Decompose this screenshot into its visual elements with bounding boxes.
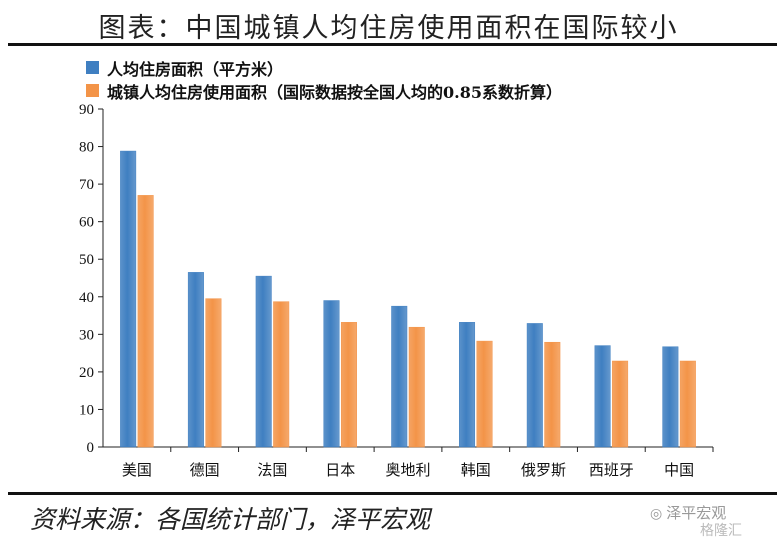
y-tick-label: 60: [79, 215, 94, 231]
bottom-divider: [8, 492, 777, 495]
source-note: 资料来源：各国统计部门，泽平宏观: [30, 505, 431, 534]
page-title: 图表：中国城镇人均住房使用面积在国际较小: [98, 13, 679, 44]
bar-series2: [137, 195, 154, 448]
bar-series1: [187, 272, 204, 448]
legend-item-series1: 人均住房面积（平方米）: [86, 56, 562, 79]
legend-label-series2: 城镇人均住房使用面积（国际数据按全国人均的0.85系数折算）: [107, 82, 562, 102]
bar-series2: [273, 301, 290, 448]
x-tick-label: 俄罗斯: [521, 461, 566, 479]
bar-series1: [391, 305, 408, 448]
y-tick-label: 50: [79, 252, 94, 268]
y-tick-label: 30: [79, 327, 94, 343]
legend-swatch-series2: [86, 84, 99, 97]
bar-series1: [459, 322, 476, 448]
bar-series2: [408, 326, 425, 448]
bar-series2: [205, 298, 222, 448]
x-tick-label: 德国: [190, 461, 220, 479]
y-tick-label: 10: [79, 402, 94, 418]
bar-series2: [679, 360, 696, 448]
bar-series1: [594, 345, 611, 448]
x-tick-label: 法国: [257, 461, 287, 479]
wechat-icon: ◎: [650, 506, 663, 522]
x-tick-label: 中国: [664, 461, 694, 479]
bar-series1: [323, 300, 340, 448]
y-tick-label: 20: [79, 365, 94, 381]
legend: 人均住房面积（平方米） 城镇人均住房使用面积（国际数据按全国人均的0.85系数折…: [86, 56, 562, 102]
x-tick-label: 西班牙: [589, 461, 634, 479]
top-divider: [8, 43, 777, 46]
y-tick-label: 0: [87, 440, 95, 456]
bar-series1: [526, 323, 543, 448]
y-tick-label: 80: [79, 140, 94, 156]
bar-series1: [255, 275, 272, 448]
legend-label-series1: 人均住房面积（平方米）: [107, 59, 284, 79]
x-tick-label: 日本: [325, 461, 355, 479]
y-tick-label: 70: [79, 177, 94, 193]
bar-series2: [340, 322, 357, 448]
bar-series1: [662, 346, 679, 448]
bar-series2: [612, 360, 629, 448]
watermark: ◎ 泽平宏观: [650, 502, 726, 523]
bar-series1: [120, 150, 137, 448]
x-tick-label: 韩国: [461, 461, 491, 479]
watermark-sub: 格隆汇: [700, 523, 742, 539]
watermark-brand: 泽平宏观: [666, 504, 727, 522]
x-tick-label: 美国: [122, 461, 152, 479]
legend-swatch-series1: [86, 61, 99, 74]
legend-item-series2: 城镇人均住房使用面积（国际数据按全国人均的0.85系数折算）: [86, 79, 562, 102]
y-tick-label: 90: [79, 102, 94, 118]
bar-series2: [476, 340, 493, 448]
y-tick-label: 40: [79, 290, 94, 306]
x-tick-label: 奥地利: [385, 461, 430, 479]
bar-series2: [544, 341, 561, 448]
